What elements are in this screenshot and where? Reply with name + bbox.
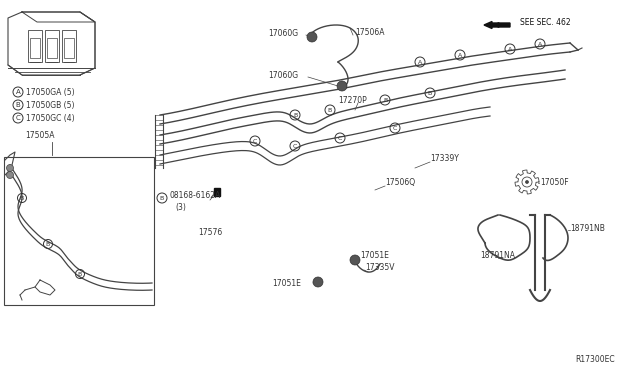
Text: 17051E: 17051E <box>272 279 301 288</box>
Text: 17506Q: 17506Q <box>385 177 415 186</box>
Text: A: A <box>458 52 462 58</box>
Text: 17335V: 17335V <box>365 263 394 273</box>
Text: SEE SEC. 462: SEE SEC. 462 <box>520 17 571 26</box>
Text: 17050GB (5): 17050GB (5) <box>26 100 74 109</box>
Bar <box>28 30 42 62</box>
Text: A: A <box>538 42 542 46</box>
Text: B: B <box>20 196 24 201</box>
Text: A: A <box>418 60 422 64</box>
Text: 17505A: 17505A <box>25 131 54 140</box>
Circle shape <box>350 255 360 265</box>
Text: C: C <box>253 138 257 144</box>
Text: A: A <box>15 89 20 95</box>
Text: C: C <box>338 135 342 141</box>
Text: 08168-6162A: 08168-6162A <box>169 190 220 199</box>
Text: A: A <box>508 46 512 51</box>
Text: B: B <box>383 97 387 103</box>
Text: 17060G: 17060G <box>268 71 298 80</box>
Text: B: B <box>428 90 432 96</box>
Text: 17050F: 17050F <box>540 177 568 186</box>
Text: 17339Y: 17339Y <box>430 154 459 163</box>
Bar <box>47 38 57 58</box>
Text: B: B <box>293 112 297 118</box>
Text: B: B <box>15 102 20 108</box>
Text: R17300EC: R17300EC <box>575 356 614 365</box>
Circle shape <box>337 81 347 91</box>
Circle shape <box>307 32 317 42</box>
Text: 17050GC (4): 17050GC (4) <box>26 113 75 122</box>
Bar <box>64 38 74 58</box>
Text: B: B <box>46 241 50 247</box>
Text: 18791NB: 18791NB <box>570 224 605 232</box>
Bar <box>62 30 76 62</box>
Bar <box>214 188 220 196</box>
Text: B: B <box>328 108 332 112</box>
Text: C: C <box>15 115 20 121</box>
Text: 18791NA: 18791NA <box>480 250 515 260</box>
FancyArrow shape <box>484 22 510 29</box>
Text: 17270P: 17270P <box>338 96 367 105</box>
Text: C: C <box>293 144 297 148</box>
Text: B: B <box>78 272 82 276</box>
Text: 17506A: 17506A <box>355 28 385 36</box>
Text: (3): (3) <box>175 202 186 212</box>
Text: B: B <box>160 196 164 201</box>
Text: 17060G: 17060G <box>268 29 298 38</box>
Bar <box>4 157 154 305</box>
Text: 17050GA (5): 17050GA (5) <box>26 87 75 96</box>
Text: C: C <box>393 125 397 131</box>
Circle shape <box>313 277 323 287</box>
Text: 17576: 17576 <box>198 228 222 237</box>
Circle shape <box>525 180 529 183</box>
Circle shape <box>6 171 13 179</box>
Circle shape <box>6 164 13 171</box>
Text: 17051E: 17051E <box>360 250 389 260</box>
Bar <box>30 38 40 58</box>
Bar <box>45 30 59 62</box>
